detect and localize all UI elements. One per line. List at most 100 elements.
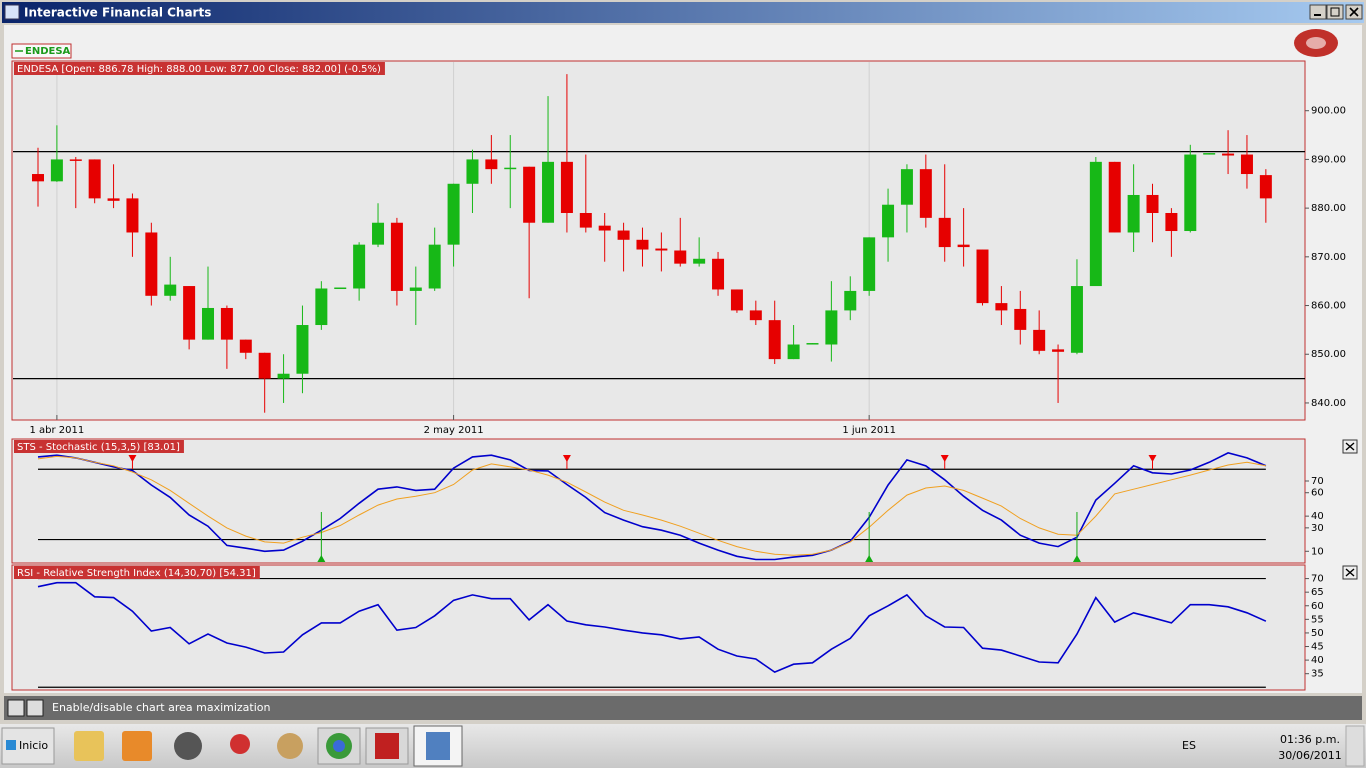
clock-icon[interactable] [174, 732, 202, 760]
candle-body [825, 310, 838, 345]
candle-body [1014, 308, 1027, 330]
x-tick-label: 2 may 2011 [424, 425, 484, 436]
start-button[interactable]: Inicio [1, 727, 55, 765]
candle-body [1089, 161, 1102, 287]
candle-body [712, 258, 725, 290]
y-tick-label: 65 [1311, 587, 1324, 598]
logo-highlight [1306, 37, 1326, 49]
panel-label: STS - Stochastic (15,3,5) [83.01] [17, 442, 180, 453]
y-tick-label: 900.00 [1311, 106, 1346, 117]
candle-body [277, 373, 290, 379]
candle-body [447, 183, 460, 245]
candle-body [882, 204, 895, 238]
candle-body [353, 244, 366, 289]
candle-body [390, 222, 403, 291]
candle-body [164, 284, 177, 296]
media-icon[interactable] [122, 731, 152, 761]
panel [11, 60, 1306, 421]
clock-date[interactable]: 30/06/2011 [1278, 749, 1341, 762]
candle-body [730, 289, 743, 311]
show-desktop[interactable] [1345, 725, 1365, 767]
window-buttons[interactable] [1309, 4, 1363, 20]
candle-body [485, 159, 498, 170]
status-bar [4, 696, 1362, 720]
panel-label-bg [14, 62, 385, 75]
candle-body [504, 167, 517, 170]
candle-body [334, 287, 347, 290]
start-logo [6, 740, 16, 750]
candle-body [768, 320, 781, 360]
indicator-line [37, 452, 1267, 561]
close-panel-glyph [1345, 568, 1355, 577]
candle-body [258, 352, 271, 379]
taskbar-icons [74, 725, 463, 767]
window-title: Interactive Financial Charts [24, 6, 211, 20]
x-tick-label: 1 jun 2011 [842, 425, 896, 436]
toolbar-button[interactable] [26, 699, 44, 717]
candle-body [183, 286, 196, 340]
candle-body [69, 159, 82, 161]
maximize-button[interactable] [1326, 4, 1344, 20]
maximize-area-button[interactable] [7, 699, 25, 717]
sell-signal [562, 455, 571, 462]
candle-body [542, 161, 555, 223]
candle-body [1240, 154, 1253, 175]
candle-body [50, 159, 63, 182]
panel-label: RSI - Relative Strength Index (14,30,70)… [17, 568, 256, 579]
maximize-glyph [1330, 7, 1340, 17]
buy-signal [865, 555, 874, 562]
candle-body [428, 244, 441, 289]
start-label: Inicio [19, 739, 48, 752]
candle-body [1033, 329, 1046, 351]
y-tick-label: 70 [1311, 574, 1324, 585]
minimize-button[interactable] [1309, 4, 1327, 20]
panel-label: ENDESA [Open: 886.78 High: 888.00 Low: 8… [17, 64, 381, 75]
y-tick-label: 10 [1311, 546, 1324, 557]
close-panel-glyph [1345, 442, 1355, 451]
candle-body [674, 250, 687, 264]
candle-body [239, 339, 252, 353]
y-tick-label: 40 [1311, 655, 1324, 666]
y-tick-label: 30 [1311, 523, 1324, 534]
candle-body [1052, 349, 1065, 352]
indicator-line [37, 581, 1267, 674]
y-tick-label: 50 [1311, 628, 1324, 639]
candle-body [579, 212, 592, 228]
buy-signal [317, 555, 326, 562]
candle-body [1070, 286, 1083, 353]
sell-signal [1148, 455, 1157, 462]
candle-body [844, 290, 857, 311]
candle-body [107, 198, 120, 201]
java-icon [426, 732, 450, 760]
panel-label-bg [14, 566, 260, 579]
explorer-icon[interactable] [74, 731, 104, 761]
panel [11, 438, 1306, 564]
paint-icon[interactable] [277, 733, 303, 759]
candle-body [126, 198, 139, 233]
legend-box [11, 43, 72, 59]
y-tick-label: 850.00 [1311, 349, 1346, 360]
pdf-icon [375, 733, 399, 759]
candle-body [1203, 153, 1216, 155]
candle-body [1222, 153, 1235, 156]
y-tick-label: 880.00 [1311, 203, 1346, 214]
x-tick-label: 1 abr 2011 [30, 425, 85, 436]
sell-signal [128, 455, 137, 462]
candle-body [88, 159, 101, 199]
pin-icon[interactable] [230, 734, 250, 754]
language[interactable]: ES [1182, 739, 1196, 752]
candle-body [315, 288, 328, 326]
clock-time[interactable]: 01:36 p.m. [1280, 733, 1340, 746]
panel [11, 564, 1306, 691]
candle-body [806, 343, 819, 345]
candle-body [995, 303, 1008, 311]
y-tick-label: 60 [1311, 601, 1324, 612]
candle-body [220, 307, 233, 340]
y-tick-label: 70 [1311, 476, 1324, 487]
candle-body [560, 161, 573, 213]
chrome-center [333, 740, 345, 752]
logo [1294, 29, 1338, 57]
candle-body [1259, 175, 1272, 199]
y-tick-label: 35 [1311, 669, 1324, 680]
candle-body [202, 307, 215, 340]
